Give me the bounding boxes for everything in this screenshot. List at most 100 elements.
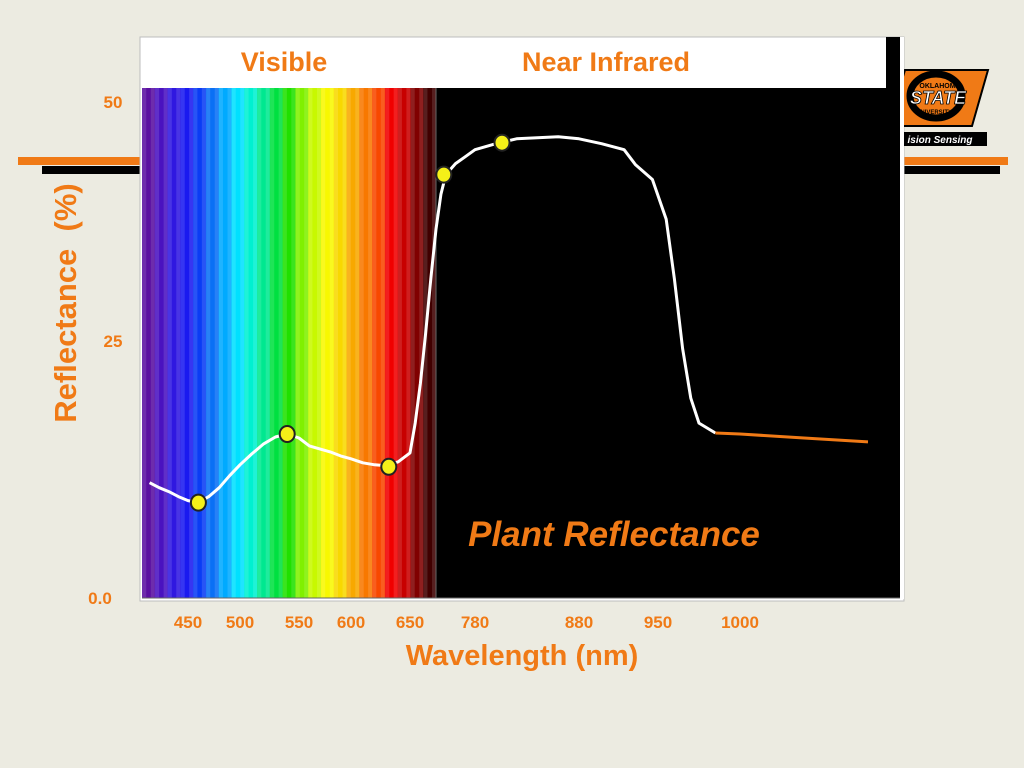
spectrum-band xyxy=(269,88,275,598)
visible-label: Visible xyxy=(241,47,328,77)
spectrum-band xyxy=(401,88,407,598)
spectrum-band xyxy=(171,88,177,598)
spectrum-band xyxy=(325,88,330,598)
spectrum-band xyxy=(159,88,164,598)
y-axis-title: Reflectance (%) xyxy=(48,183,83,422)
spectrum-band xyxy=(244,88,249,598)
spectrum-band xyxy=(286,88,292,598)
spectrum-band xyxy=(367,88,373,598)
reflectance-curve xyxy=(148,135,717,505)
nir-label: Near Infrared xyxy=(522,47,690,77)
spectrum-band xyxy=(176,88,181,598)
curve-marker xyxy=(278,425,296,443)
spectrum-band xyxy=(197,88,202,598)
spectrum-band xyxy=(265,88,271,598)
spectrum-band xyxy=(376,88,381,598)
y-tick-label: 50 xyxy=(104,93,123,112)
frame-right-border xyxy=(900,37,904,599)
x-tick-label: 600 xyxy=(337,613,365,632)
chart-title: Plant Reflectance xyxy=(468,515,760,554)
spectrum-band xyxy=(295,88,300,598)
nir-region xyxy=(436,88,900,598)
reflectance-curve-tail xyxy=(715,431,869,444)
spectrum-band xyxy=(235,88,241,598)
curve-marker xyxy=(189,493,207,512)
logo-university-top: OKLAHOMA xyxy=(919,83,960,90)
spectrum-band xyxy=(380,88,386,598)
spectrum-band xyxy=(214,88,219,598)
x-tick-label: 500 xyxy=(226,613,254,632)
logo-ring xyxy=(906,70,966,122)
spectrum-band xyxy=(222,88,228,598)
y-tick-label: 25 xyxy=(104,332,123,351)
spectrum-band xyxy=(299,88,305,598)
spectrum-band xyxy=(154,88,160,598)
spectrum-band xyxy=(278,88,283,598)
spectrum-band xyxy=(414,88,420,598)
spectrum-band xyxy=(329,88,335,598)
x-tick-label: 650 xyxy=(396,613,424,632)
spectrum-band xyxy=(261,88,266,598)
spectrum-band xyxy=(218,88,224,598)
spectrum-band xyxy=(163,88,168,598)
visible-spectrum xyxy=(142,88,437,598)
spectrum-band xyxy=(231,88,237,598)
spectrum-band xyxy=(389,88,394,598)
x-tick-label: 780 xyxy=(461,613,489,632)
spectrum-band xyxy=(350,88,356,598)
logo-university-main: STATE xyxy=(910,88,967,108)
spectrum-band xyxy=(372,88,377,598)
spectrum-band xyxy=(308,88,313,598)
spectrum-band xyxy=(431,88,437,598)
x-tick-label: 1000 xyxy=(721,613,759,632)
spectrum-band xyxy=(282,88,288,598)
frame-edge xyxy=(886,37,904,157)
spectrum-band xyxy=(320,88,326,598)
spectrum-band xyxy=(201,88,207,598)
spectrum-band xyxy=(338,88,343,598)
spectrum-band xyxy=(384,88,390,598)
logo-banner xyxy=(895,132,987,146)
spectrum-band xyxy=(303,88,309,598)
logo-university-sub: UNIVERSITY xyxy=(916,110,952,116)
spectrum-band xyxy=(427,88,433,598)
spectrum-band xyxy=(180,88,185,598)
spectrum-band xyxy=(274,88,279,598)
spectrum-band xyxy=(418,88,424,598)
spectrum-band xyxy=(355,88,360,598)
spectrum-band xyxy=(393,88,398,598)
curve-markers xyxy=(189,133,511,512)
logo-banner-text: ision Sensing xyxy=(907,135,972,146)
spectrum-band xyxy=(188,88,194,598)
spectrum-band xyxy=(312,88,317,598)
spectrum-band xyxy=(248,88,254,598)
spectrum-band xyxy=(316,88,322,598)
spectrum-band xyxy=(240,88,245,598)
x-axis-title: Wavelength (nm) xyxy=(406,640,639,672)
spectrum-band xyxy=(333,88,339,598)
x-tick-label: 950 xyxy=(644,613,672,632)
curve-marker xyxy=(435,165,453,184)
spectrum-band xyxy=(346,88,352,598)
spectrum-band xyxy=(342,88,347,598)
spectrum-band xyxy=(146,88,151,598)
spectrum-band xyxy=(210,88,215,598)
spectrum-band xyxy=(397,88,403,598)
spectrum-band xyxy=(410,88,415,598)
x-tick-label: 880 xyxy=(565,613,593,632)
curve-marker xyxy=(380,457,398,476)
spectrum-band xyxy=(252,88,258,598)
spectrum-band xyxy=(167,88,173,598)
spectrum-band xyxy=(227,88,232,598)
spectrum-band xyxy=(150,88,156,598)
spectrum-band xyxy=(363,88,369,598)
x-tick-label: 550 xyxy=(285,613,313,632)
spectrum-band xyxy=(257,88,262,598)
curve-marker xyxy=(493,133,511,152)
spectrum-band xyxy=(184,88,190,598)
spectrum-band xyxy=(142,88,147,598)
spectrum-band xyxy=(193,88,198,598)
x-tick-labels: 450 500 550 600 650 780 880 950 1000 xyxy=(174,613,759,632)
spectrum-band xyxy=(205,88,211,598)
